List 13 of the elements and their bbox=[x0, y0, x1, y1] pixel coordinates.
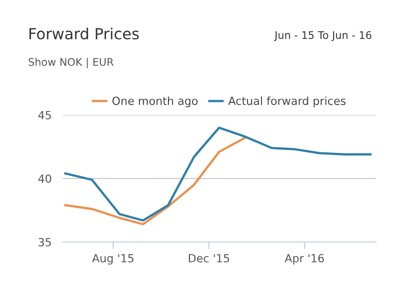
chart-title: Forward Prices bbox=[30, 28, 139, 40]
y-tick-label: 35 bbox=[38, 238, 51, 246]
x-tick-label: Dec '15 bbox=[188, 254, 230, 262]
y-tick-label: 40 bbox=[38, 174, 52, 183]
legend-label: One month ago bbox=[112, 96, 198, 108]
text: Jun - 15 To Jun - 16 bbox=[274, 31, 372, 41]
line-series bbox=[64, 136, 246, 226]
legend-label: Actual forward prices bbox=[228, 96, 346, 108]
y-tick-label: 45 bbox=[38, 111, 51, 120]
chart-subtitle: Show NOK | EUR bbox=[28, 58, 114, 68]
x-tick-label: Apr '16 bbox=[284, 254, 324, 265]
line-series bbox=[64, 126, 372, 222]
x-tick-label: Aug '15 bbox=[92, 254, 134, 265]
